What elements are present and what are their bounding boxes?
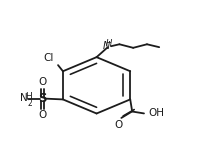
Text: OH: OH [149,108,165,118]
Text: 2: 2 [27,99,32,108]
Text: O: O [38,110,47,120]
Text: O: O [38,77,47,87]
Text: Cl: Cl [44,52,54,62]
Text: H: H [106,39,112,48]
Text: N: N [20,93,28,103]
Text: O: O [114,120,123,130]
Text: H: H [25,92,32,100]
Text: S: S [38,92,47,105]
Text: N: N [103,41,110,51]
